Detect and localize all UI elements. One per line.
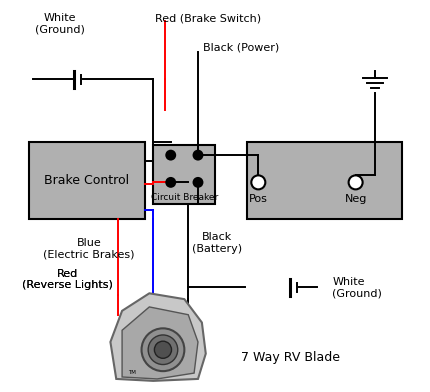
Text: Black
(Battery): Black (Battery) bbox=[192, 232, 242, 254]
Circle shape bbox=[348, 175, 362, 189]
Bar bbox=[29, 142, 145, 220]
Bar bbox=[246, 142, 401, 220]
Bar bbox=[153, 145, 215, 204]
Text: 7 Way RV Blade: 7 Way RV Blade bbox=[240, 351, 339, 364]
Circle shape bbox=[141, 328, 184, 371]
Polygon shape bbox=[110, 293, 205, 381]
Circle shape bbox=[192, 150, 203, 161]
Text: Red
(Reverse Lights): Red (Reverse Lights) bbox=[22, 269, 113, 290]
Circle shape bbox=[192, 177, 203, 188]
Text: Pos: Pos bbox=[248, 194, 267, 204]
Text: Black (Power): Black (Power) bbox=[202, 42, 278, 52]
Circle shape bbox=[165, 150, 176, 161]
Text: Brake Control: Brake Control bbox=[44, 174, 129, 187]
Text: TM: TM bbox=[128, 370, 135, 375]
Circle shape bbox=[165, 177, 176, 188]
Text: White
(Ground): White (Ground) bbox=[35, 13, 85, 34]
Text: White
(Ground): White (Ground) bbox=[332, 277, 381, 298]
Text: Neg: Neg bbox=[344, 194, 366, 204]
Circle shape bbox=[251, 175, 265, 189]
Text: Red (Brake Switch): Red (Brake Switch) bbox=[154, 13, 260, 23]
Text: Blue
(Electric Brakes): Blue (Electric Brakes) bbox=[43, 238, 135, 260]
Polygon shape bbox=[122, 307, 197, 379]
Circle shape bbox=[148, 335, 177, 365]
Text: Circuit Breaker: Circuit Breaker bbox=[150, 193, 218, 202]
Text: Red
(Reverse Lights): Red (Reverse Lights) bbox=[22, 269, 113, 290]
Circle shape bbox=[154, 341, 171, 358]
